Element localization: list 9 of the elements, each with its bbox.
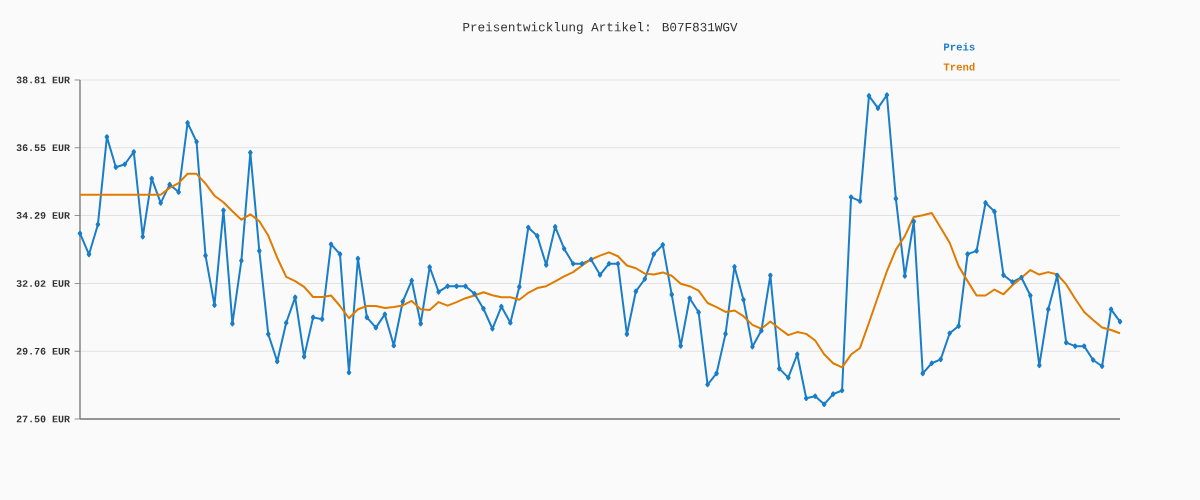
text: Preis bbox=[944, 42, 975, 51]
y-tick-label: 34.29 EUR bbox=[16, 212, 70, 219]
y-tick-label: 29.76 EUR bbox=[16, 347, 70, 355]
text: Trend bbox=[943, 62, 975, 71]
y-tick-label: 36.55 EUR bbox=[16, 144, 70, 152]
chart-title: Preisentwicklung Artikel: B07F831WGV bbox=[463, 22, 738, 34]
y-tick-label: 32.02 EUR bbox=[16, 280, 70, 287]
y-tick-label: 27.50 EUR bbox=[16, 415, 70, 423]
y-tick-label: 38.81 EUR bbox=[16, 76, 70, 84]
